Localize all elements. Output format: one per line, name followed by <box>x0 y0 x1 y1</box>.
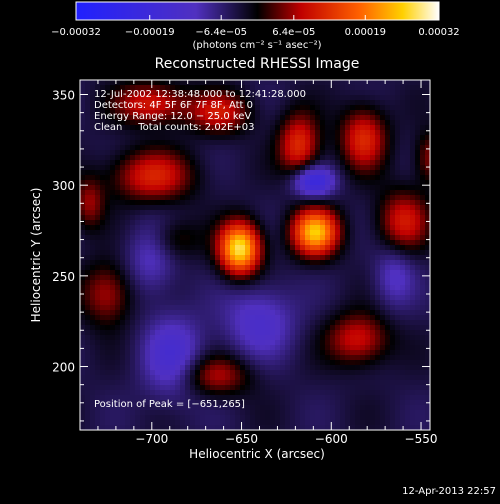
annotation-counts: Clean Total counts: 2.02E+03 <box>94 122 254 133</box>
x-tick-label: −550 <box>405 432 438 446</box>
annotation-energy: Energy Range: 12.0 − 25.0 keV <box>94 111 251 122</box>
y-axis-label: Heliocentric Y (arcsec) <box>29 188 43 323</box>
colorbar-tick-label: 6.4e−05 <box>272 27 315 38</box>
heatmap-image <box>80 80 430 430</box>
x-axis-label: Heliocentric X (arcsec) <box>189 447 325 461</box>
annotation-time: 12-Jul-2002 12:38:48.000 to 12:41:28.000 <box>94 89 306 100</box>
annotation-block: 12-Jul-2002 12:38:48.000 to 12:41:28.000… <box>94 89 306 133</box>
x-tick-label: −700 <box>135 432 168 446</box>
y-tick-label: 350 <box>52 89 75 103</box>
y-tick-label: 200 <box>52 361 75 375</box>
axis-ticks <box>79 80 430 430</box>
colorbar-tick-label: 0.00032 <box>418 27 459 38</box>
colorbar-tick-label: −0.00019 <box>125 27 175 38</box>
colorbar-tick-label: 0.00019 <box>345 27 386 38</box>
timestamp: 12-Apr-2013 22:57 <box>402 486 496 497</box>
y-tick-label: 250 <box>52 270 75 284</box>
x-tick-label: −650 <box>225 432 258 446</box>
y-tick-label: 300 <box>52 179 75 193</box>
x-tick-label: −600 <box>315 432 348 446</box>
annotation-detectors: Detectors: 4F 5F 6F 7F 8F, Att 0 <box>94 100 253 111</box>
colorbar <box>75 1 440 21</box>
peak-position-label: Position of Peak = [−651,265] <box>94 399 245 410</box>
tick-labels: −700 −650 −600 −550 200 250 300 350 <box>52 89 437 446</box>
chart-title: Reconstructed RHESSI Image <box>155 56 360 72</box>
colorbar-ticks: −0.00032 −0.00019 −6.4e−05 6.4e−05 0.00019 0.… <box>51 15 460 38</box>
colorbar-tick-label: −6.4e−05 <box>195 27 247 38</box>
colorbar-units: (photons cm⁻² s⁻¹ asec⁻²) <box>192 40 321 51</box>
plot-frame <box>79 79 431 431</box>
colorbar-tick-label: −0.00032 <box>51 27 101 38</box>
